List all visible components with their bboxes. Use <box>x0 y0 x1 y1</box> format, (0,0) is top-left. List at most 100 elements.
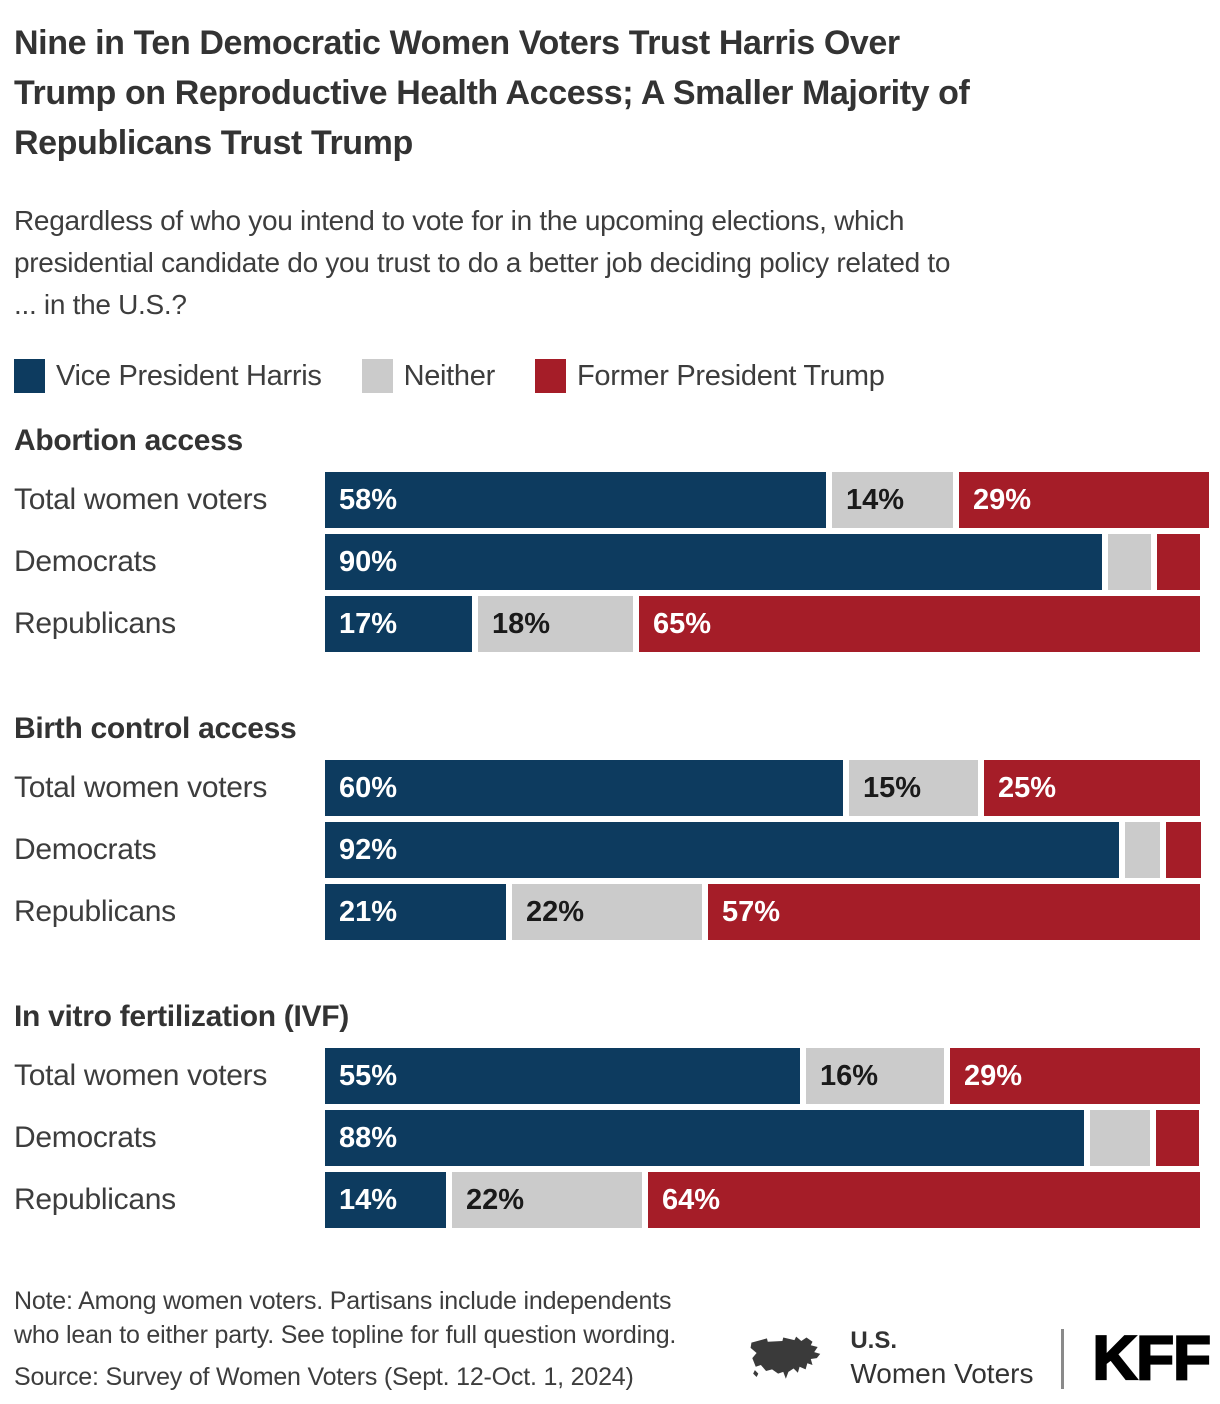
bar-segment-neither <box>1090 1110 1150 1166</box>
bar-segment-harris: 60% <box>325 760 843 816</box>
row-label: Republicans <box>14 607 176 640</box>
row-label: Democrats <box>14 833 157 866</box>
bar-row-republicans: Republicans 17% 18% 65% <box>14 596 1220 652</box>
row-label: Total women voters <box>14 483 268 516</box>
bar-segment-harris: 55% <box>325 1048 800 1104</box>
segment-value-label: 29% <box>973 483 1032 516</box>
bar-segment-neither: 18% <box>478 596 633 652</box>
row-label: Republicans <box>14 895 176 928</box>
legend-item-harris: Vice President Harris <box>14 359 322 393</box>
bar-segment-trump <box>1156 1110 1199 1166</box>
bar-row-total-women-voters: Total women voters 60% 15% 25% <box>14 760 1220 816</box>
segment-value-label: 65% <box>653 607 712 640</box>
trump-swatch-icon <box>534 359 566 393</box>
brand-us-label: U.S. <box>850 1327 898 1354</box>
segment-value-label: 25% <box>998 771 1057 804</box>
bar-segment-harris: 92% <box>325 822 1119 878</box>
note-text-line-2: who lean to either party. See topline fo… <box>14 1321 677 1349</box>
row-label: Total women voters <box>14 1059 268 1092</box>
brand-divider <box>1061 1328 1065 1389</box>
us-map-icon <box>748 1329 834 1389</box>
bar-segment-trump: 57% <box>708 884 1200 940</box>
row-label: Total women voters <box>14 771 268 804</box>
bar-row-total-women-voters: Total women voters 58% 14% 29% <box>14 472 1220 528</box>
stacked-bar: 58% 14% 29% <box>325 472 1209 528</box>
section-heading: In vitro fertilization (IVF) <box>14 1000 349 1033</box>
segment-value-label: 22% <box>466 1183 525 1216</box>
bar-segment-harris: 21% <box>325 884 506 940</box>
bar-segment-neither <box>1125 822 1160 878</box>
legend-item-neither: Neither <box>361 359 496 393</box>
stacked-bar: 21% 22% 57% <box>325 884 1200 940</box>
bar-segment-trump: 65% <box>639 596 1200 652</box>
stacked-bar: 55% 16% 29% <box>325 1048 1200 1104</box>
note-text-line-1: Note: Among women voters. Partisans incl… <box>14 1287 672 1315</box>
section-heading: Birth control access <box>14 712 297 745</box>
section-abortion-access: Abortion access Total women voters 58% 14% 2… <box>14 424 1220 652</box>
segment-value-label: 55% <box>339 1059 398 1092</box>
legend-item-trump: Former President Trump <box>534 359 885 393</box>
segment-value-label: 17% <box>339 607 398 640</box>
bar-segment-neither: 16% <box>806 1048 944 1104</box>
stacked-bar: 14% 22% 64% <box>325 1172 1200 1228</box>
segment-value-label: 16% <box>820 1059 879 1092</box>
page-title: Nine in Ten Democratic Women Voters Trus… <box>14 18 1220 168</box>
bar-row-democrats: Democrats 90% <box>14 534 1220 590</box>
bar-segment-trump: 29% <box>950 1048 1200 1104</box>
page-title-line-3: Republicans Trust Trump <box>14 124 413 162</box>
stacked-bar: 17% 18% 65% <box>325 596 1200 652</box>
page-title-line-1: Nine in Ten Democratic Women Voters Trus… <box>14 24 900 62</box>
subtitle-line-3: ... in the U.S.? <box>14 289 187 320</box>
segment-value-label: 29% <box>964 1059 1023 1092</box>
stacked-bar: 90% <box>325 534 1200 590</box>
segment-value-label: 60% <box>339 771 398 804</box>
legend-label: Former President Trump <box>576 359 885 392</box>
neither-swatch-icon <box>361 359 393 393</box>
bar-row-total-women-voters: Total women voters 55% 16% 29% <box>14 1048 1220 1104</box>
bar-row-democrats: Democrats 88% <box>14 1110 1220 1166</box>
brand-women-voters-label: Women Voters <box>850 1358 1034 1389</box>
bar-segment-harris: 17% <box>325 596 472 652</box>
section-birth-control-access: Birth control access Total women voters 60… <box>14 712 1220 940</box>
chart-sections: Abortion access Total women voters 58% 14% 2… <box>14 424 1220 1228</box>
brand-text: U.S. Women Voters <box>850 1327 1033 1390</box>
segment-value-label: 15% <box>863 771 922 804</box>
subtitle-line-1: Regardless of who you intend to vote for… <box>14 205 905 236</box>
bar-row-democrats: Democrats 92% <box>14 822 1220 878</box>
row-label: Democrats <box>14 1121 157 1154</box>
branding: U.S. Women Voters KFF <box>748 1323 1212 1394</box>
bar-segment-trump: 64% <box>648 1172 1200 1228</box>
segment-value-label: 14% <box>339 1183 398 1216</box>
segment-value-label: 14% <box>846 483 905 516</box>
bar-segment-harris: 14% <box>325 1172 446 1228</box>
bar-segment-trump: 25% <box>984 760 1200 816</box>
subtitle-line-2: presidential candidate do you trust to d… <box>14 247 951 278</box>
segment-value-label: 88% <box>339 1121 398 1154</box>
bar-segment-harris: 88% <box>325 1110 1084 1166</box>
bar-segment-neither: 22% <box>512 884 702 940</box>
legend-label: Neither <box>403 359 496 392</box>
bar-segment-trump: 29% <box>959 472 1209 528</box>
bar-segment-harris: 58% <box>325 472 826 528</box>
harris-swatch-icon <box>14 359 45 393</box>
kff-logo: KFF <box>1091 1323 1212 1393</box>
bar-segment-trump <box>1157 534 1200 590</box>
bar-segment-neither: 15% <box>849 760 978 816</box>
stacked-bar: 88% <box>325 1110 1199 1166</box>
page-title-line-2: Trump on Reproductive Health Access; A S… <box>14 74 970 112</box>
segment-value-label: 64% <box>662 1183 721 1216</box>
row-label: Democrats <box>14 545 157 578</box>
bar-segment-neither: 14% <box>832 472 953 528</box>
section-heading: Abortion access <box>14 424 243 457</box>
bar-segment-neither <box>1108 534 1151 590</box>
bar-row-republicans: Republicans 21% 22% 57% <box>14 884 1220 940</box>
legend: Vice President Harris Neither Former Presi… <box>14 358 1220 394</box>
source-text: Source: Survey of Women Voters (Sept. 12… <box>14 1363 634 1391</box>
stacked-bar: 92% <box>325 822 1201 878</box>
segment-value-label: 21% <box>339 895 398 928</box>
footer: Note: Among women voters. Partisans incl… <box>14 1284 1220 1394</box>
segment-value-label: 22% <box>526 895 585 928</box>
stacked-bar: 60% 15% 25% <box>325 760 1200 816</box>
bar-row-republicans: Republicans 14% 22% 64% <box>14 1172 1220 1228</box>
